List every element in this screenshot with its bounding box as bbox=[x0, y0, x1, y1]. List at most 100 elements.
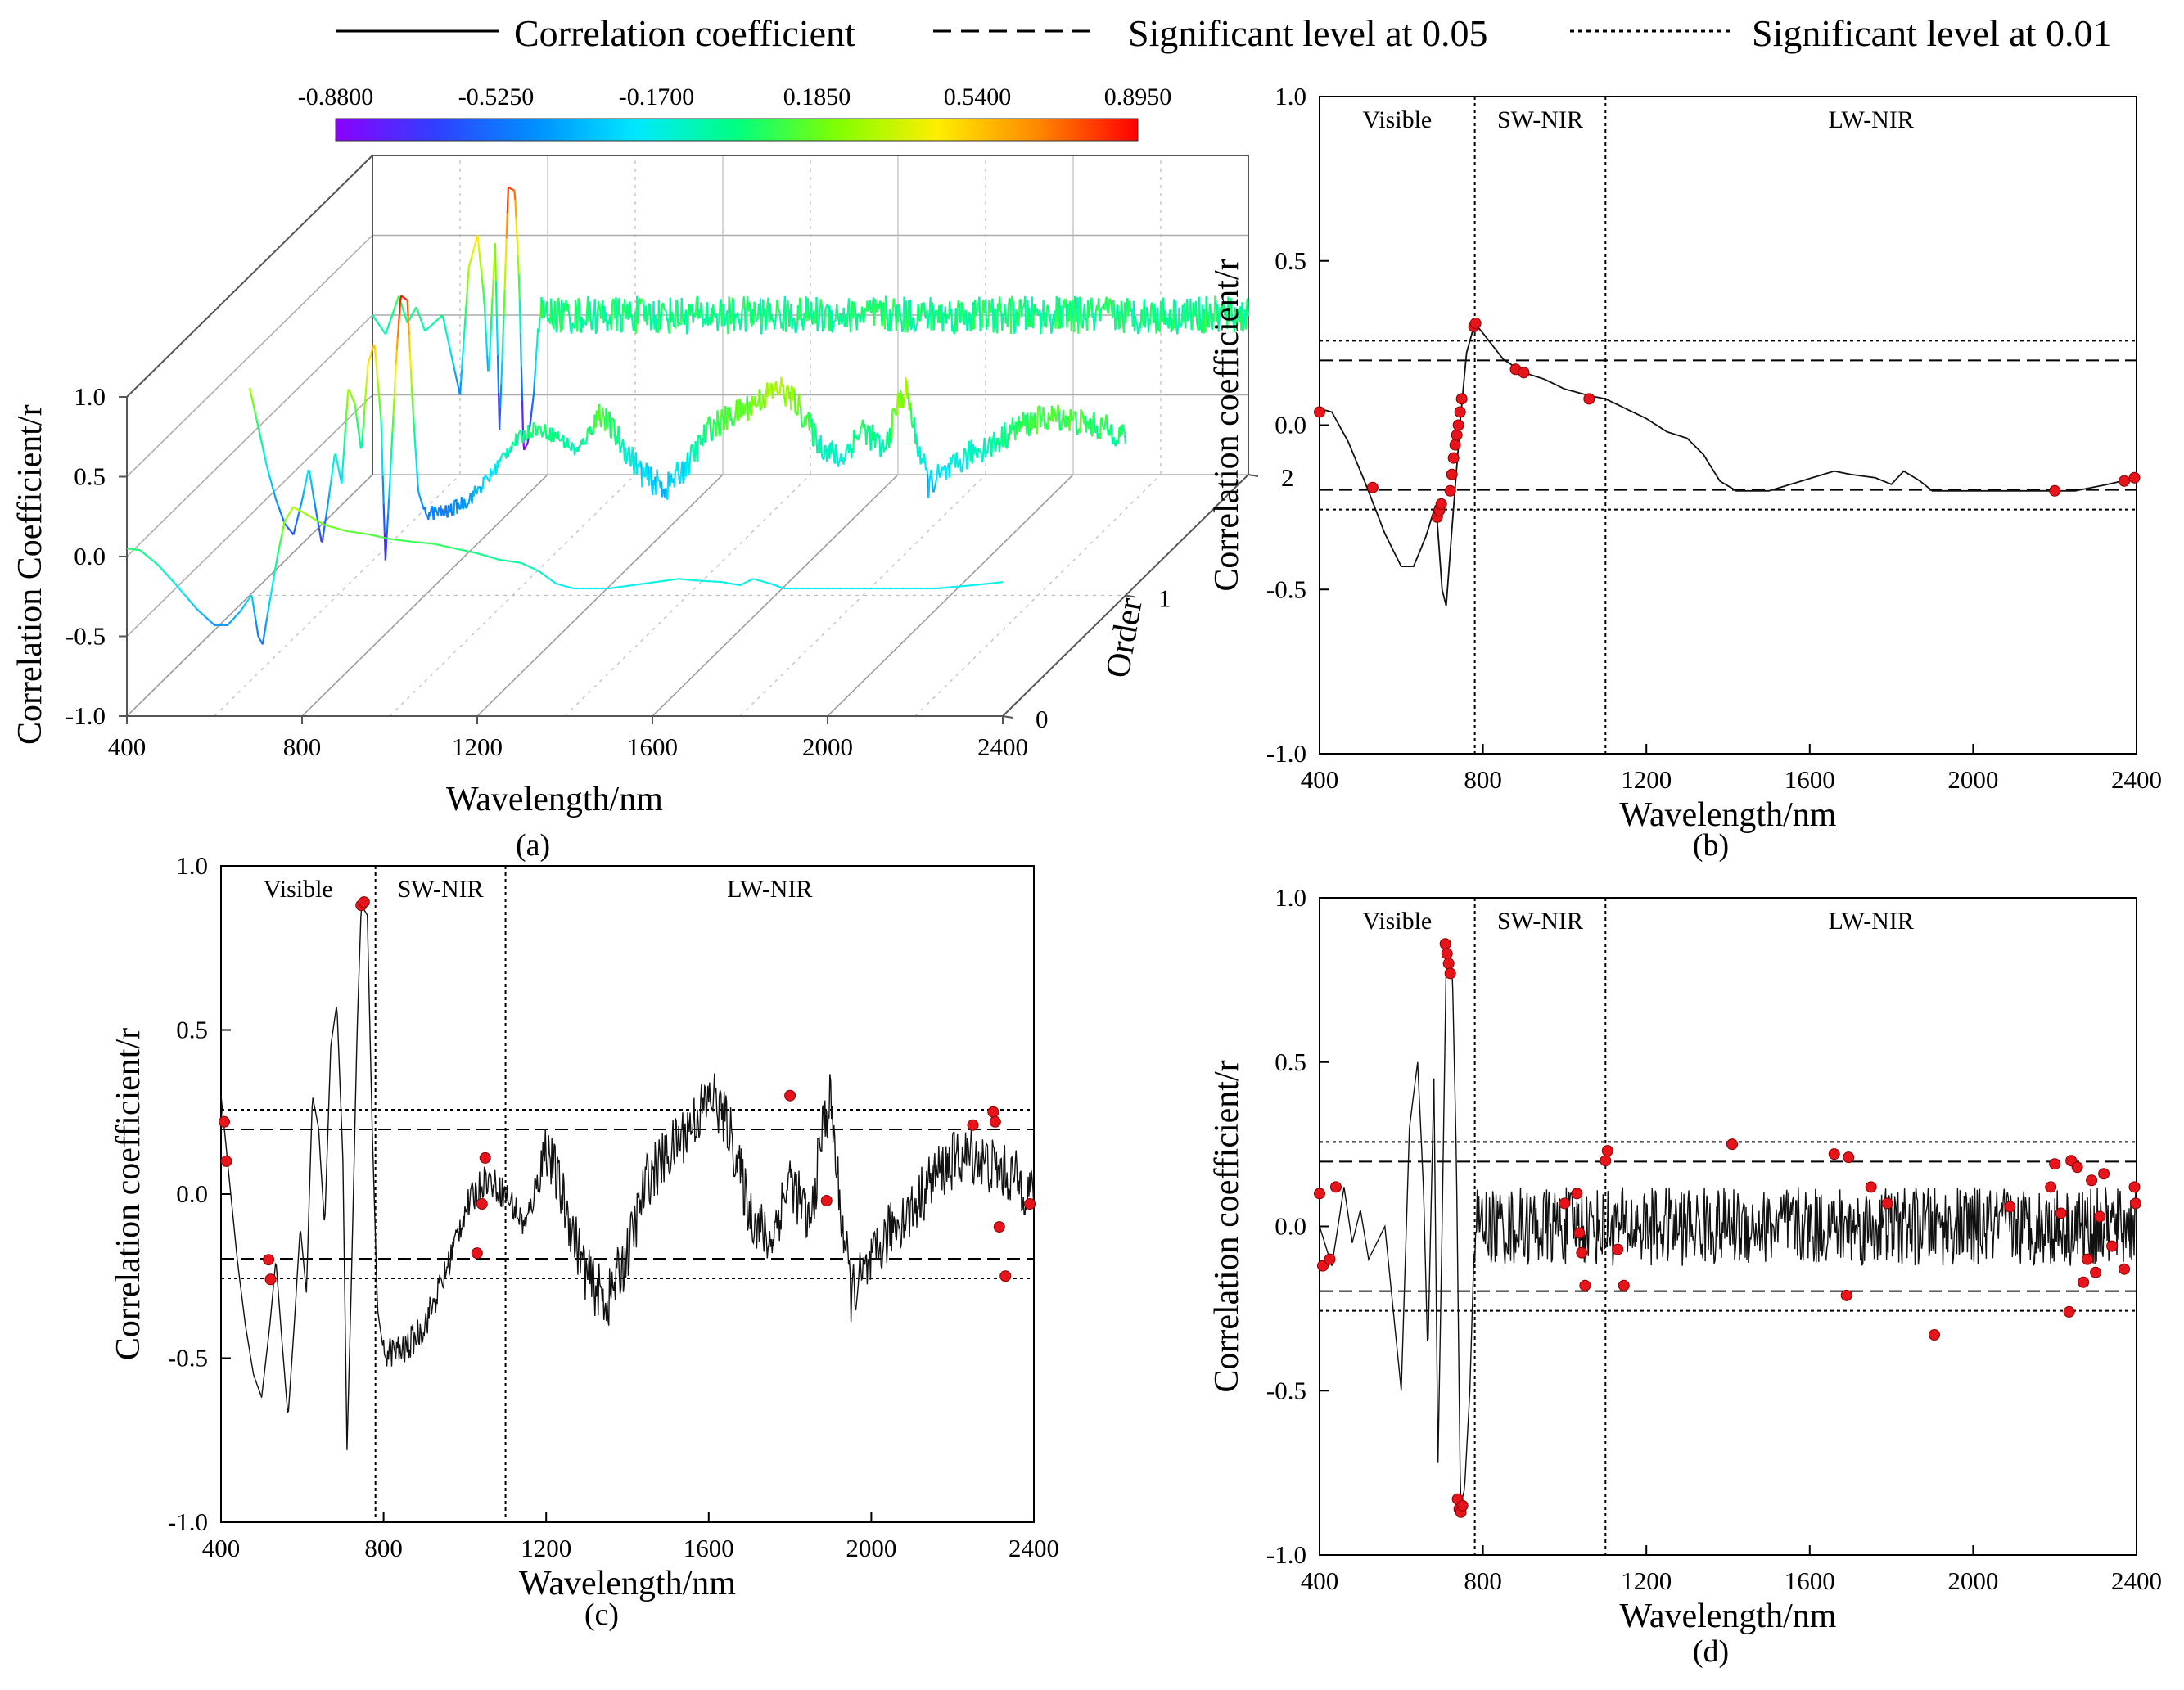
panel-a-curve-segment-order-2 bbox=[375, 319, 378, 322]
panel-a-curve-segment-order-1 bbox=[1094, 430, 1097, 434]
panel-a-curve-segment-order-2 bbox=[427, 326, 431, 329]
panel-a-curve-segment-order-2 bbox=[824, 307, 828, 310]
panel-a-curve-segment-order-1 bbox=[322, 529, 325, 536]
panel-a-curve-segment-order-0 bbox=[531, 567, 534, 570]
significant-point bbox=[479, 1151, 491, 1164]
panel-a-curve-segment-order-0 bbox=[314, 518, 316, 521]
panel-a-curve-segment-order-0 bbox=[292, 506, 295, 509]
panel-a-curve-segment-order-2 bbox=[706, 322, 710, 327]
panel-a-curve-segment-order-2 bbox=[585, 310, 589, 326]
panel-a-curve-segment-order-1 bbox=[859, 425, 862, 435]
panel-a-curve-segment-order-1 bbox=[1123, 434, 1127, 444]
panel-a-curve-segment-order-1 bbox=[748, 401, 752, 413]
panel-a-curve-segment-order-1 bbox=[287, 527, 290, 530]
panel-a-curve-segment-order-2 bbox=[689, 305, 693, 316]
panel-a-curve-segment-order-1 bbox=[610, 417, 614, 439]
panel-a-curve-segment-order-2 bbox=[487, 369, 490, 372]
panel-a-curve-segment-order-1 bbox=[267, 471, 270, 475]
panel-a-curve-segment-order-2 bbox=[402, 309, 405, 313]
panel-a-curve-segment-order-2 bbox=[1159, 301, 1163, 322]
significant-point bbox=[1441, 948, 1453, 960]
panel-a-curve-segment-order-1 bbox=[380, 419, 383, 448]
panel-a-curve-segment-order-2 bbox=[1028, 308, 1031, 327]
panel-a-curve-segment-order-2 bbox=[630, 314, 634, 324]
panel-a-curve-segment-order-2 bbox=[1081, 311, 1085, 329]
panel-a-curve-segment-order-0 bbox=[160, 567, 163, 570]
panel-a-curve-segment-order-2 bbox=[878, 302, 881, 310]
panel-a-curve-segment-order-0 bbox=[170, 579, 174, 582]
panel-a-curve-segment-order-1 bbox=[490, 473, 494, 477]
panel-a-curve-segment-order-1 bbox=[352, 399, 355, 403]
floor-minor-gridline bbox=[739, 474, 986, 717]
panel-a-ordertick bbox=[1125, 594, 1136, 598]
panel-a-curve-segment-order-2 bbox=[765, 315, 768, 331]
panel-a-curve-segment-order-2 bbox=[720, 304, 724, 327]
panel-a-curve-segment-order-2 bbox=[524, 446, 527, 449]
panel-a-curve-segment-order-0 bbox=[306, 514, 309, 516]
panel-a-curve-segment-order-2 bbox=[927, 313, 931, 318]
panel-a-curve-segment-order-0 bbox=[144, 553, 147, 557]
panel-a-curve-segment-order-2 bbox=[1244, 304, 1248, 330]
panel-a-curve-segment-order-2 bbox=[923, 302, 927, 318]
panel-a-curve-segment-order-1 bbox=[491, 471, 494, 475]
panel-a-curve-segment-order-1 bbox=[721, 415, 724, 422]
panel-a-curve-segment-order-2 bbox=[955, 308, 959, 332]
panel-a-curve-segment-order-2 bbox=[961, 301, 964, 307]
panel-a-curve-segment-order-0 bbox=[549, 578, 552, 581]
panel-a-curve-segment-order-0 bbox=[193, 605, 196, 608]
panel-a-curve-segment-order-2 bbox=[936, 309, 939, 313]
panel-a-curve-segment-order-2 bbox=[435, 319, 438, 322]
panel-a-curve-segment-order-1 bbox=[562, 435, 566, 448]
significant-point bbox=[1843, 1151, 1855, 1164]
panel-a-curve-segment-order-0 bbox=[551, 579, 553, 582]
panel-a-curve-segment-order-2 bbox=[589, 301, 592, 316]
panel-a-curve-segment-order-2 bbox=[662, 302, 666, 309]
significant-point bbox=[1881, 1197, 1893, 1210]
colorbar-ticks: -0.8800 -0.5250 -0.1700 0.1850 0.5400 0.8950 bbox=[298, 83, 1172, 110]
panel-a-curve-segment-order-2 bbox=[508, 187, 510, 189]
panel-a-curve-segment-order-1 bbox=[385, 530, 389, 545]
panel-a-curve-segment-order-2 bbox=[1015, 309, 1018, 321]
panel-a-curve-segment-order-1 bbox=[566, 437, 570, 448]
panel-a-curve-segment-order-1 bbox=[485, 476, 490, 480]
panel-a-curve-segment-order-1 bbox=[558, 439, 561, 441]
panel-a-curve-segment-order-1 bbox=[584, 442, 587, 445]
panel-a-curve-segment-order-1 bbox=[336, 462, 340, 467]
panel-a-curve-segment-order-2 bbox=[523, 448, 526, 451]
panel-a-curve-segment-order-2 bbox=[444, 331, 449, 336]
panel-a-xtick-label: 2400 bbox=[977, 732, 1028, 761]
panel-a-curve-segment-order-1 bbox=[650, 466, 653, 484]
panel-a-curve-segment-order-2 bbox=[494, 243, 497, 281]
panel-a-curve-segment-order-0 bbox=[310, 516, 313, 519]
panel-a-ticks: 400 800 1200 1600 2000 2400 1.0 0.5 0.0 -0.5 -1.0 0… bbox=[65, 382, 1294, 761]
panel-a-curve-segment-order-1 bbox=[273, 493, 277, 497]
panel-a-curve-segment-order-2 bbox=[518, 300, 521, 334]
significant-point bbox=[967, 1119, 979, 1131]
panel-a-curve-segment-order-2 bbox=[793, 320, 796, 334]
panel-a-curve-segment-order-2 bbox=[556, 298, 559, 329]
panel-a-curve-segment-order-2 bbox=[494, 280, 498, 318]
panel-a-curve-segment-order-0 bbox=[747, 580, 749, 583]
panel-a-curve-segment-order-1 bbox=[621, 439, 625, 444]
panel-a-curve-segment-order-0 bbox=[258, 637, 261, 640]
panel-a-curve-segment-order-2 bbox=[999, 296, 1002, 310]
panel-a-curve-segment-order-2 bbox=[1109, 300, 1113, 309]
panel-a-curve-segment-order-2 bbox=[637, 303, 640, 324]
panel-a-curve-segment-order-2 bbox=[463, 331, 466, 345]
panel-a-curve-segment-order-2 bbox=[1099, 308, 1103, 322]
panel-a-curve-segment-order-0 bbox=[241, 606, 245, 609]
panel-a-curve-segment-order-2 bbox=[563, 307, 566, 313]
panel-a-curve-segment-order-1 bbox=[935, 472, 939, 480]
significant-point bbox=[1840, 1289, 1852, 1301]
significant-point bbox=[1444, 967, 1456, 980]
panel-a-curve-segment-order-1 bbox=[278, 508, 282, 512]
panel-a-curve-segment-order-2 bbox=[1136, 323, 1139, 334]
panel-a-curve-segment-order-2 bbox=[1151, 302, 1154, 312]
plot-frame bbox=[1319, 96, 2137, 755]
panel-a-curve-segment-order-1 bbox=[354, 410, 358, 417]
panel-a-curve-segment-order-1 bbox=[810, 418, 814, 447]
panel-a-curve-segment-order-1 bbox=[667, 471, 670, 484]
panel-a-curve-segment-order-2 bbox=[909, 327, 914, 331]
panel-a-curve-segment-order-2 bbox=[901, 327, 905, 333]
panel-a-curve-segment-order-2 bbox=[517, 255, 520, 274]
